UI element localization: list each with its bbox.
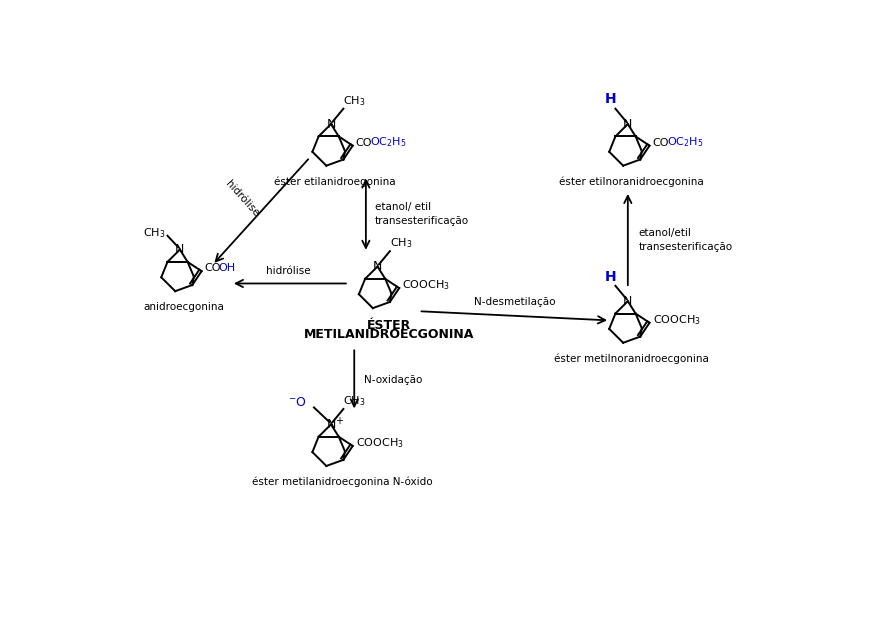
Text: COOCH$_3$: COOCH$_3$	[403, 278, 450, 292]
Text: éster metilnoranidroecgonina: éster metilnoranidroecgonina	[554, 354, 709, 364]
Text: hidrólise: hidrólise	[223, 179, 261, 218]
Text: COOCH$_3$: COOCH$_3$	[356, 436, 403, 450]
Text: N: N	[326, 118, 336, 131]
Text: ÉSTER: ÉSTER	[367, 319, 411, 332]
Text: N: N	[623, 295, 633, 308]
Text: anidroecgonina: anidroecgonina	[144, 302, 224, 312]
Text: éster metilanidroecgonina N-óxido: éster metilanidroecgonina N-óxido	[252, 477, 433, 487]
Text: OH: OH	[218, 263, 236, 273]
Text: +: +	[335, 415, 343, 426]
Text: CH$_3$: CH$_3$	[143, 226, 165, 239]
Text: N-oxidação: N-oxidação	[365, 376, 423, 386]
Text: CH$_3$: CH$_3$	[344, 394, 366, 408]
Text: etanol/ etil
transesterificação: etanol/ etil transesterificação	[375, 202, 470, 226]
Text: N: N	[175, 243, 184, 256]
Text: OC$_2$H$_5$: OC$_2$H$_5$	[667, 136, 703, 149]
Text: N-desmetilação: N-desmetilação	[474, 297, 555, 307]
Text: METILANIDROECGONINA: METILANIDROECGONINA	[304, 328, 474, 341]
Text: COOCH$_3$: COOCH$_3$	[653, 313, 700, 326]
Text: H: H	[605, 270, 617, 284]
Text: N: N	[326, 418, 336, 431]
Text: hidrólise: hidrólise	[266, 266, 311, 276]
Text: CH$_3$: CH$_3$	[344, 94, 366, 108]
Text: OC$_2$H$_5$: OC$_2$H$_5$	[370, 136, 406, 149]
Text: CO: CO	[356, 138, 373, 147]
Text: éster etilnoranidroecgonina: éster etilnoranidroecgonina	[559, 176, 704, 187]
Text: N: N	[623, 118, 633, 131]
Text: N: N	[373, 260, 382, 273]
Text: éster etilanidroegonina: éster etilanidroegonina	[274, 176, 396, 187]
Text: CH$_3$: CH$_3$	[390, 236, 412, 251]
Text: CO: CO	[653, 138, 670, 147]
Text: $^{-}$O: $^{-}$O	[288, 396, 307, 409]
Text: etanol/etil
transesterificação: etanol/etil transesterificação	[639, 228, 733, 252]
Text: CO: CO	[204, 263, 221, 273]
Text: H: H	[605, 93, 617, 107]
